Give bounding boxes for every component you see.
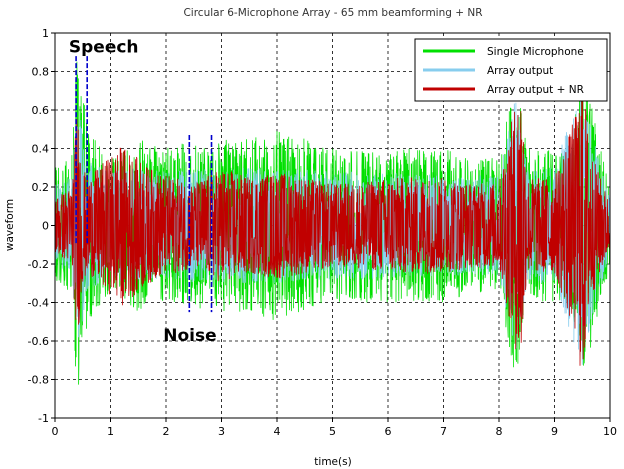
x-tick-label: 6 [385, 425, 392, 438]
y-tick-label: 0.2 [32, 181, 50, 194]
legend-entry: Array output + NR [487, 84, 584, 96]
y-tick-label: -0.8 [28, 374, 49, 387]
y-tick-label: 0.4 [32, 143, 50, 156]
x-tick-label: 9 [551, 425, 558, 438]
y-tick-label: 0.8 [32, 66, 50, 79]
x-axis-label: time(s) [314, 456, 351, 468]
x-tick-label: 5 [329, 425, 336, 438]
y-axis-ticks: -1 -0.8 -0.6 -0.4 -0.2 0 0.2 0.4 0.6 0.8 1 [28, 27, 55, 425]
annotation-speech: Speech [69, 37, 139, 57]
y-axis-label: waveform [4, 199, 16, 251]
x-axis-ticks: 0 1 2 3 4 5 6 7 8 9 10 [52, 418, 617, 438]
x-tick-label: 2 [163, 425, 170, 438]
y-tick-label: 0 [42, 220, 49, 233]
x-tick-label: 7 [440, 425, 447, 438]
y-tick-label: -0.2 [28, 258, 49, 271]
legend-entry: Single Microphone [487, 46, 584, 58]
x-tick-label: 8 [496, 425, 503, 438]
x-tick-label: 1 [107, 425, 114, 438]
series-line-array-output-nr [54, 69, 611, 366]
x-tick-label: 4 [274, 425, 281, 438]
series-layer [54, 61, 611, 385]
legend: Single Microphone Array output Array outpu… [414, 38, 608, 102]
y-tick-label: -0.4 [28, 297, 49, 310]
annotations: Speech Noise [69, 37, 217, 346]
annotation-noise: Noise [163, 326, 216, 346]
chart-title: Circular 6-Microphone Array - 65 mm beam… [183, 7, 482, 19]
x-tick-label: 3 [218, 425, 225, 438]
x-tick-label: 0 [52, 425, 59, 438]
y-tick-label: -0.6 [28, 335, 49, 348]
y-tick-label: 1 [42, 27, 49, 40]
y-tick-label: -1 [38, 412, 49, 425]
y-tick-label: 0.6 [32, 104, 50, 117]
x-tick-label: 10 [603, 425, 617, 438]
legend-entry: Array output [487, 65, 553, 77]
